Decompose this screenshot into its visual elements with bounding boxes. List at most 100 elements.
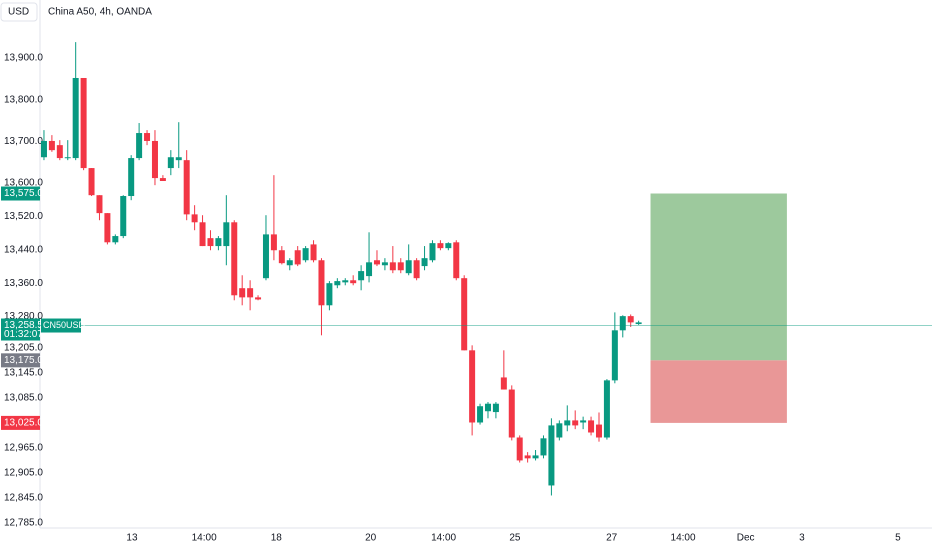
y-tick-label: 13,085.0 <box>4 393 43 404</box>
candle-body <box>302 248 309 261</box>
candle-body <box>231 222 238 296</box>
candle-body <box>397 262 404 271</box>
x-tick-label: 3 <box>799 533 805 544</box>
candle-body <box>548 425 555 486</box>
candle-body <box>215 238 222 247</box>
x-tick-label: 20 <box>365 533 377 544</box>
candle-body <box>366 262 373 277</box>
chart-title: China A50, 4h, OANDA <box>48 7 152 18</box>
price-tag-label: 13,258.5 <box>4 320 43 331</box>
price-tag <box>1 415 40 430</box>
candle-body <box>429 243 436 261</box>
candle-body <box>128 158 135 197</box>
candle-body <box>104 213 111 243</box>
loss-zone <box>650 360 787 423</box>
currency-button[interactable] <box>0 2 38 22</box>
candle-body <box>572 420 579 426</box>
price-tag <box>1 318 40 341</box>
y-tick-label: 13,900.0 <box>4 53 43 64</box>
candle-body <box>223 222 230 247</box>
countdown: 01:32:07 <box>4 329 43 340</box>
candle-body <box>595 424 602 438</box>
candle-body <box>492 403 499 413</box>
candle-body <box>453 242 460 279</box>
x-tick-label: Dec <box>737 533 755 544</box>
candle-body <box>167 157 174 169</box>
candle-body <box>405 260 412 274</box>
candle-body <box>358 271 365 281</box>
candle-body <box>461 278 468 351</box>
candle-body <box>445 243 452 249</box>
candle-body <box>603 380 610 438</box>
price-tag-label: 13,575.0 <box>4 188 43 199</box>
candle-body <box>88 168 95 196</box>
candle-body <box>556 423 563 438</box>
price-tag-label: 13,025.0 <box>4 418 43 429</box>
candle-body <box>144 133 151 141</box>
price-tag-label: 13,175.0 <box>4 355 43 366</box>
candle-body <box>413 260 420 279</box>
price-tag <box>1 353 40 368</box>
y-tick-label: 13,205.0 <box>4 342 43 353</box>
candle-body <box>183 160 190 215</box>
candle-body <box>619 316 626 331</box>
y-tick-label: 12,905.0 <box>4 468 43 479</box>
candle-body <box>500 377 507 390</box>
x-tick-label: 5 <box>895 533 901 544</box>
candle-body <box>627 316 634 323</box>
x-tick-label: 27 <box>606 533 618 544</box>
profit-zone <box>650 193 787 361</box>
y-tick-label: 13,600.0 <box>4 178 43 189</box>
candle-body <box>421 258 428 267</box>
x-tick-label: 25 <box>509 533 521 544</box>
candle-body <box>112 236 119 243</box>
candle-body <box>342 280 349 283</box>
candle-body <box>484 403 491 412</box>
y-tick-label: 12,965.0 <box>4 443 43 454</box>
candle-body <box>207 238 214 247</box>
y-tick-label: 13,360.0 <box>4 278 43 289</box>
candle-body <box>199 222 206 247</box>
symbol-tag <box>41 318 81 333</box>
y-tick-label: 13,800.0 <box>4 94 43 105</box>
candle-body <box>64 157 71 159</box>
candle-body <box>389 262 396 271</box>
candle-body <box>247 288 254 298</box>
candle-body <box>588 420 595 433</box>
candle-body <box>48 140 55 151</box>
y-tick-label: 13,700.0 <box>4 136 43 147</box>
candle-body <box>96 195 103 214</box>
price-tag <box>1 186 40 201</box>
x-tick-label: 13 <box>126 533 138 544</box>
candle-body <box>255 297 262 300</box>
candle-body <box>524 455 531 459</box>
candle-body <box>159 178 166 182</box>
candle-body <box>532 455 539 459</box>
x-tick-label: 14:00 <box>431 533 456 544</box>
currency[interactable]: USD <box>8 7 29 18</box>
candle-body <box>516 437 523 461</box>
y-tick-label: 13,520.0 <box>4 211 43 222</box>
y-tick-label: 12,845.0 <box>4 493 43 504</box>
candle-body <box>318 260 325 306</box>
candle-body <box>326 283 333 306</box>
y-tick-label: 13,440.0 <box>4 244 43 255</box>
candle-body <box>381 262 388 266</box>
candle-body <box>286 260 293 266</box>
candle-body <box>136 133 143 159</box>
candle-body <box>270 234 277 251</box>
candle-body <box>294 250 301 265</box>
candle-body <box>120 196 127 237</box>
candle-body <box>580 420 587 423</box>
candle-body <box>175 157 182 161</box>
candle-body <box>373 260 380 265</box>
candle-body <box>469 350 476 423</box>
candle-body <box>278 250 285 264</box>
x-tick-label: 18 <box>271 533 283 544</box>
candle-body <box>239 288 246 298</box>
candle-body <box>508 389 515 438</box>
y-tick-label: 12,785.0 <box>4 518 43 529</box>
candle-body <box>477 406 484 423</box>
candle-body <box>310 244 317 261</box>
